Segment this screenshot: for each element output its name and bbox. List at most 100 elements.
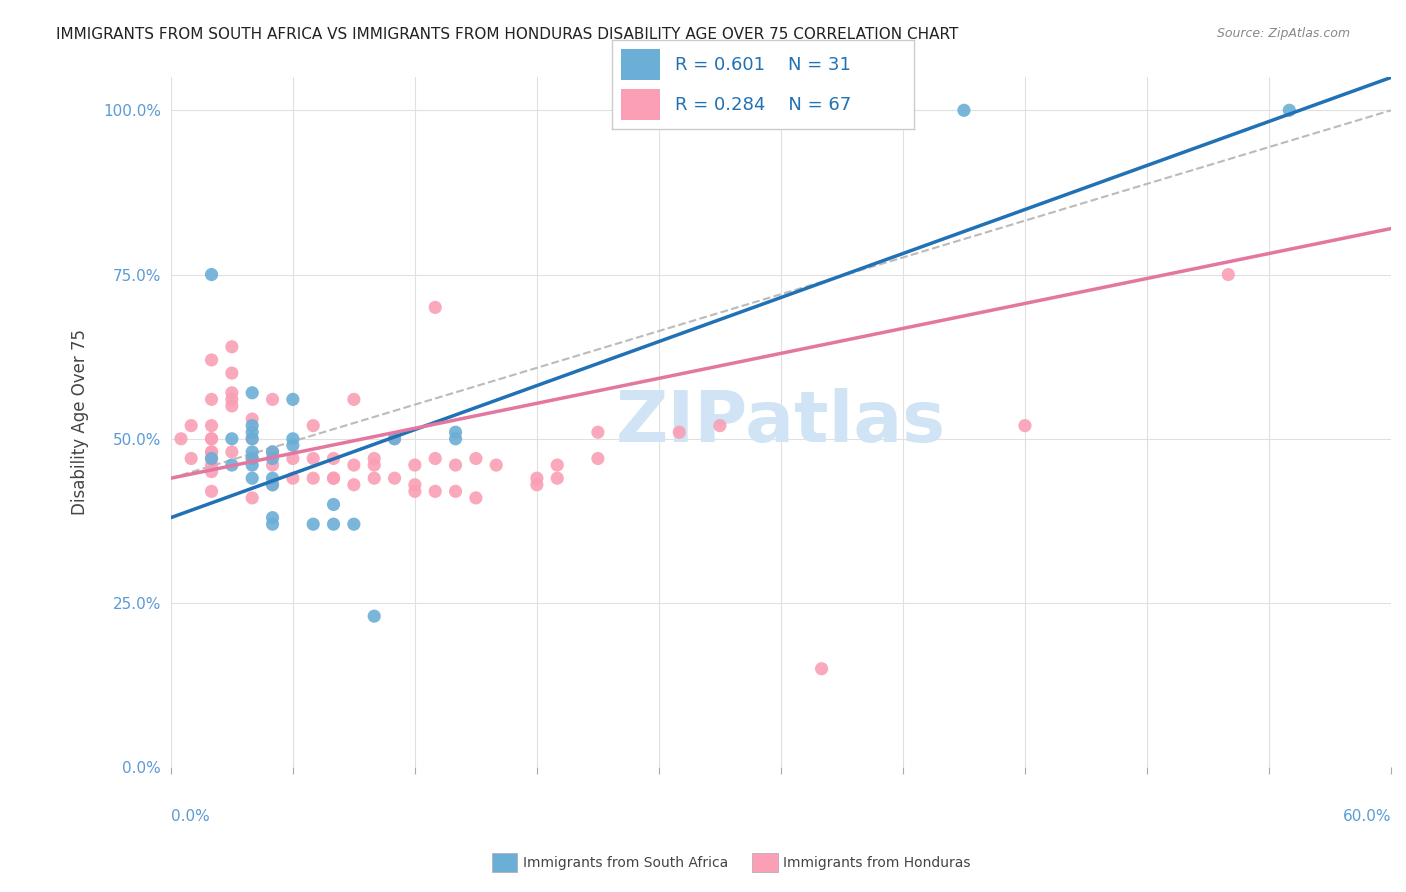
Point [240, 491, 263, 505]
Point [953, 103, 976, 118]
Point [262, 510, 284, 524]
Text: IMMIGRANTS FROM SOUTH AFRICA VS IMMIGRANTS FROM HONDURAS DISABILITY AGE OVER 75 : IMMIGRANTS FROM SOUTH AFRICA VS IMMIGRAN… [56, 27, 959, 42]
Point [240, 432, 263, 446]
Point [170, 432, 193, 446]
Point [790, 103, 813, 118]
Point [240, 451, 263, 466]
Point [302, 517, 325, 532]
Point [363, 609, 385, 624]
Point [302, 451, 325, 466]
Point [200, 392, 222, 407]
Point [709, 418, 731, 433]
Point [586, 425, 609, 440]
Point [444, 484, 467, 499]
Text: R = 0.284    N = 67: R = 0.284 N = 67 [675, 95, 852, 114]
Point [404, 458, 426, 472]
Point [464, 451, 486, 466]
Point [200, 451, 222, 466]
Point [322, 517, 344, 532]
Point [425, 484, 447, 499]
Point [262, 445, 284, 459]
Point [221, 340, 243, 354]
Point [200, 353, 222, 368]
Point [322, 451, 344, 466]
Point [281, 392, 304, 407]
FancyBboxPatch shape [620, 89, 659, 120]
Point [262, 517, 284, 532]
Point [240, 451, 263, 466]
Point [363, 451, 385, 466]
Point [180, 418, 202, 433]
Point [240, 432, 263, 446]
Point [1278, 103, 1301, 118]
Point [384, 432, 406, 446]
Point [262, 477, 284, 491]
Point [1014, 418, 1036, 433]
Point [404, 477, 426, 491]
Point [262, 392, 284, 407]
Point [200, 432, 222, 446]
Point [240, 471, 263, 485]
Point [363, 458, 385, 472]
Y-axis label: Disability Age Over 75: Disability Age Over 75 [72, 329, 89, 516]
Point [200, 445, 222, 459]
Point [262, 477, 284, 491]
Point [343, 458, 366, 472]
Point [240, 385, 263, 400]
Point [240, 458, 263, 472]
Point [221, 445, 243, 459]
Point [425, 451, 447, 466]
Point [221, 392, 243, 407]
Point [363, 471, 385, 485]
FancyBboxPatch shape [620, 49, 659, 80]
Point [404, 484, 426, 499]
Point [200, 268, 222, 282]
Point [240, 425, 263, 440]
Text: Source: ZipAtlas.com: Source: ZipAtlas.com [1216, 27, 1350, 40]
Point [546, 471, 568, 485]
Point [281, 471, 304, 485]
Point [281, 438, 304, 452]
Point [200, 445, 222, 459]
Point [221, 399, 243, 413]
Point [526, 477, 548, 491]
Point [322, 471, 344, 485]
Point [810, 662, 832, 676]
Point [444, 425, 467, 440]
Point [281, 451, 304, 466]
Point [444, 432, 467, 446]
Point [200, 418, 222, 433]
Point [425, 301, 447, 315]
Point [322, 498, 344, 512]
Point [200, 458, 222, 472]
Point [200, 451, 222, 466]
Text: Immigrants from Honduras: Immigrants from Honduras [783, 855, 970, 870]
Point [1218, 268, 1240, 282]
Point [668, 425, 690, 440]
Point [384, 432, 406, 446]
Point [343, 477, 366, 491]
Point [200, 432, 222, 446]
Point [281, 432, 304, 446]
Text: 60.0%: 60.0% [1343, 809, 1391, 823]
Point [322, 471, 344, 485]
Point [200, 484, 222, 499]
Point [221, 458, 243, 472]
Point [546, 458, 568, 472]
Text: 0.0%: 0.0% [172, 809, 209, 823]
Point [485, 458, 508, 472]
Point [464, 491, 486, 505]
Text: R = 0.601    N = 31: R = 0.601 N = 31 [675, 55, 851, 74]
Point [221, 432, 243, 446]
Point [343, 392, 366, 407]
Text: Immigrants from South Africa: Immigrants from South Africa [523, 855, 728, 870]
Point [444, 458, 467, 472]
Point [221, 385, 243, 400]
Point [586, 451, 609, 466]
Point [262, 451, 284, 466]
Point [240, 445, 263, 459]
Point [180, 451, 202, 466]
Point [384, 471, 406, 485]
Point [262, 458, 284, 472]
Point [262, 471, 284, 485]
